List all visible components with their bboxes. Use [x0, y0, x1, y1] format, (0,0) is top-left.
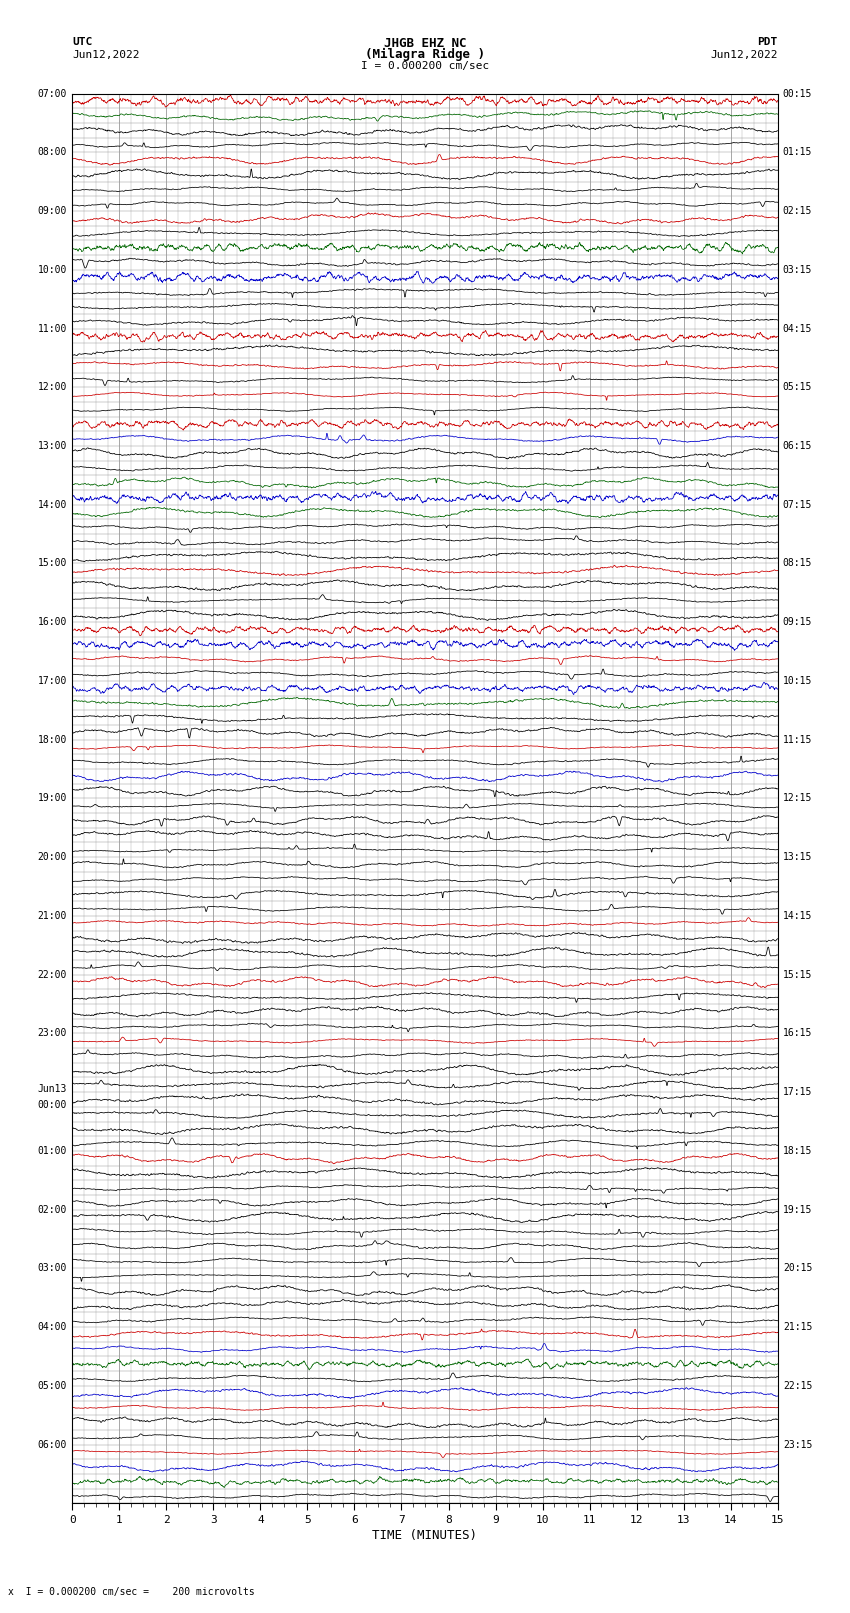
Text: (Milagra Ridge ): (Milagra Ridge ): [365, 48, 485, 61]
Text: 15:15: 15:15: [783, 969, 813, 979]
Text: 17:00: 17:00: [37, 676, 67, 686]
Text: 07:15: 07:15: [783, 500, 813, 510]
Text: 01:15: 01:15: [783, 147, 813, 158]
Text: 02:00: 02:00: [37, 1205, 67, 1215]
Text: 17:15: 17:15: [783, 1087, 813, 1097]
Text: 14:15: 14:15: [783, 911, 813, 921]
Text: I = 0.000200 cm/sec: I = 0.000200 cm/sec: [361, 61, 489, 71]
Text: JHGB EHZ NC: JHGB EHZ NC: [383, 37, 467, 50]
Text: PDT: PDT: [757, 37, 778, 47]
Text: 09:00: 09:00: [37, 206, 67, 216]
Text: 09:15: 09:15: [783, 618, 813, 627]
Text: 12:15: 12:15: [783, 794, 813, 803]
X-axis label: TIME (MINUTES): TIME (MINUTES): [372, 1529, 478, 1542]
Text: x  I = 0.000200 cm/sec =    200 microvolts: x I = 0.000200 cm/sec = 200 microvolts: [8, 1587, 255, 1597]
Text: 22:00: 22:00: [37, 969, 67, 979]
Text: 05:00: 05:00: [37, 1381, 67, 1390]
Text: 13:00: 13:00: [37, 440, 67, 452]
Text: UTC: UTC: [72, 37, 93, 47]
Text: 11:15: 11:15: [783, 734, 813, 745]
Text: 15:00: 15:00: [37, 558, 67, 568]
Text: 23:15: 23:15: [783, 1439, 813, 1450]
Text: 10:15: 10:15: [783, 676, 813, 686]
Text: Jun13: Jun13: [37, 1084, 67, 1094]
Text: 22:15: 22:15: [783, 1381, 813, 1390]
Text: 04:00: 04:00: [37, 1323, 67, 1332]
Text: 16:15: 16:15: [783, 1029, 813, 1039]
Text: 05:15: 05:15: [783, 382, 813, 392]
Text: 13:15: 13:15: [783, 852, 813, 863]
Text: 03:15: 03:15: [783, 265, 813, 274]
Text: 18:00: 18:00: [37, 734, 67, 745]
Text: 06:15: 06:15: [783, 440, 813, 452]
Text: 04:15: 04:15: [783, 324, 813, 334]
Text: 11:00: 11:00: [37, 324, 67, 334]
Text: 06:00: 06:00: [37, 1439, 67, 1450]
Text: 23:00: 23:00: [37, 1029, 67, 1039]
Text: 16:00: 16:00: [37, 618, 67, 627]
Text: 12:00: 12:00: [37, 382, 67, 392]
Text: 08:00: 08:00: [37, 147, 67, 158]
Text: 02:15: 02:15: [783, 206, 813, 216]
Text: 01:00: 01:00: [37, 1145, 67, 1157]
Text: Jun12,2022: Jun12,2022: [72, 50, 139, 60]
Text: 07:00: 07:00: [37, 89, 67, 98]
Text: 03:00: 03:00: [37, 1263, 67, 1273]
Text: 19:15: 19:15: [783, 1205, 813, 1215]
Text: 20:15: 20:15: [783, 1263, 813, 1273]
Text: 21:00: 21:00: [37, 911, 67, 921]
Text: Jun12,2022: Jun12,2022: [711, 50, 778, 60]
Text: 21:15: 21:15: [783, 1323, 813, 1332]
Text: 00:00: 00:00: [37, 1100, 67, 1110]
Text: 19:00: 19:00: [37, 794, 67, 803]
Text: 00:15: 00:15: [783, 89, 813, 98]
Text: 20:00: 20:00: [37, 852, 67, 863]
Text: 18:15: 18:15: [783, 1145, 813, 1157]
Text: 08:15: 08:15: [783, 558, 813, 568]
Text: 14:00: 14:00: [37, 500, 67, 510]
Text: 10:00: 10:00: [37, 265, 67, 274]
